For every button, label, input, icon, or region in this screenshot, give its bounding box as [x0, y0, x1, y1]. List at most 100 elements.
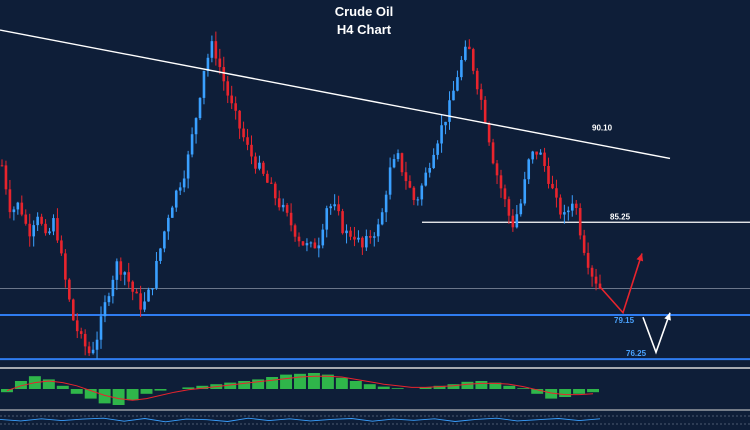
- candle-body: [28, 223, 32, 237]
- candle-body: [345, 230, 348, 234]
- candle-body: [440, 125, 443, 144]
- candle-body: [594, 276, 598, 284]
- macd-histogram-bar: [14, 381, 27, 389]
- candle-body: [444, 121, 447, 126]
- level-label-90-10: 90.10: [592, 123, 613, 132]
- macd-histogram-bar: [70, 389, 83, 394]
- macd-histogram-bar: [196, 385, 209, 389]
- macd-histogram-bar: [224, 382, 237, 389]
- candle-body: [167, 217, 170, 232]
- candle-body: [210, 41, 214, 58]
- candle-body: [4, 165, 8, 190]
- candle-body: [147, 289, 150, 302]
- candle-body: [143, 301, 146, 310]
- macd-histogram-bar: [154, 389, 167, 391]
- candle-body: [456, 77, 459, 91]
- bearish-forecast-arrow-head: [636, 253, 644, 262]
- candle-body: [404, 172, 408, 182]
- candle-body: [590, 267, 594, 277]
- macd-histogram-bar: [238, 381, 251, 389]
- candle-body: [107, 296, 111, 303]
- macd-histogram-bar: [335, 377, 348, 389]
- candle-body: [452, 90, 455, 101]
- candle-body: [309, 242, 313, 244]
- macd-histogram-bar: [126, 389, 139, 401]
- macd-histogram-bar: [140, 389, 153, 394]
- candle-body: [313, 242, 317, 249]
- candle-body: [115, 261, 119, 280]
- candle-body: [460, 59, 463, 78]
- candle-body: [8, 189, 12, 213]
- candle-body: [273, 183, 277, 199]
- candle-body: [586, 252, 590, 268]
- level-label-85-25: 85.25: [610, 212, 631, 221]
- candle-body: [91, 349, 95, 354]
- candle-body: [412, 187, 416, 201]
- candle-body: [317, 245, 321, 249]
- macd-histogram-bar: [433, 385, 446, 389]
- candle-body: [420, 185, 424, 200]
- candle-body: [464, 46, 467, 60]
- oscillator-panel: [0, 415, 750, 425]
- candle-body: [503, 188, 507, 200]
- candle-body: [0, 165, 4, 167]
- chart-subtitle: H4 Chart: [337, 22, 392, 37]
- candle-body: [384, 194, 388, 213]
- candle-body: [598, 283, 602, 289]
- candle-body: [277, 198, 281, 208]
- macd-histogram-bar: [391, 388, 404, 389]
- forecast-arrows: [599, 253, 671, 355]
- macd-histogram-bar: [461, 381, 474, 389]
- macd-histogram-bar: [321, 374, 334, 389]
- candle-body: [372, 236, 376, 238]
- candle-body: [238, 110, 241, 129]
- macd-histogram-bar: [419, 387, 432, 389]
- candle-body: [337, 204, 340, 212]
- candle-body: [341, 211, 344, 234]
- candle-body: [170, 207, 174, 218]
- macd-histogram-bar: [280, 374, 293, 389]
- candle-body: [361, 237, 364, 248]
- candle-body: [349, 230, 352, 237]
- candle-body: [535, 151, 538, 155]
- candle-body: [539, 152, 542, 155]
- level-labels: 90.10 85.25 79.15 76.25: [592, 123, 647, 358]
- candle-body: [182, 178, 186, 188]
- macd-histogram-bar: [84, 389, 97, 399]
- candle-body: [222, 67, 226, 82]
- candle-body: [400, 153, 404, 173]
- candle-body: [131, 281, 134, 292]
- level-lines: [0, 221, 750, 369]
- candle-body: [159, 248, 162, 261]
- candle-body: [479, 89, 483, 100]
- bullish-forecast-arrow-path: [642, 312, 671, 355]
- macd-histogram-bar: [266, 377, 279, 389]
- descending-trendline: [0, 29, 671, 160]
- candle-body: [468, 46, 471, 50]
- candle-body: [281, 204, 285, 208]
- candle-body: [392, 159, 396, 168]
- candle-body: [226, 81, 230, 96]
- candle-body: [507, 199, 511, 216]
- candle-body: [178, 187, 182, 191]
- candle-body: [297, 236, 301, 242]
- candle-body: [551, 183, 554, 189]
- candle-body: [127, 272, 131, 282]
- candle-body: [436, 143, 439, 155]
- candle-body: [174, 190, 178, 208]
- candle-body: [329, 206, 333, 209]
- candle-body: [527, 159, 531, 180]
- macd-histogram-bar: [112, 389, 125, 405]
- candle-body: [424, 172, 428, 186]
- candle-body: [567, 210, 570, 213]
- macd-histogram-bar: [531, 389, 544, 394]
- candle-body: [357, 237, 360, 240]
- candle-body: [582, 235, 586, 253]
- candle-body: [301, 241, 305, 246]
- level-label-76-25: 76.25: [626, 349, 647, 358]
- macd-histogram-bar: [573, 389, 586, 394]
- trendline-group: [0, 29, 671, 160]
- macd-histogram-bar: [56, 385, 69, 389]
- candle-body: [214, 41, 218, 59]
